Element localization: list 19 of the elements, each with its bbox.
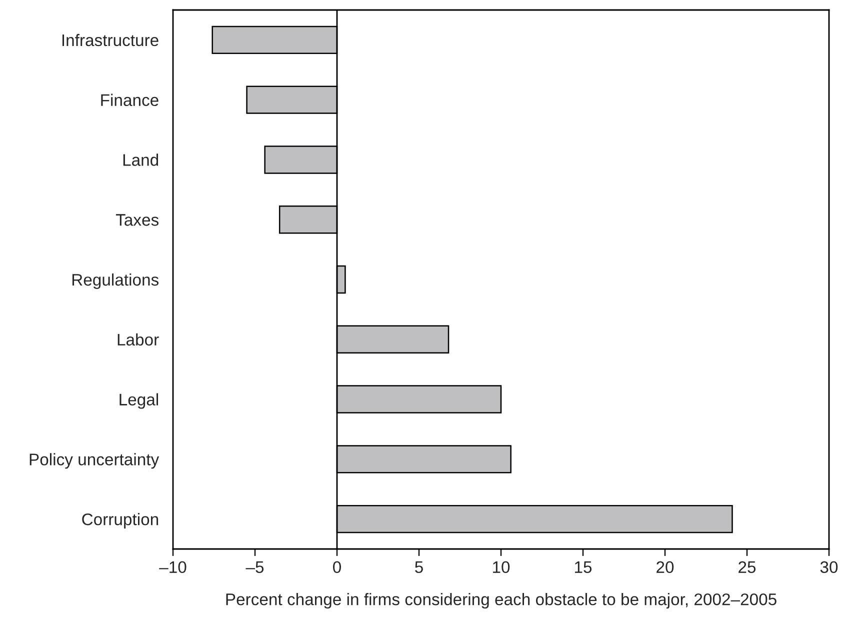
x-tick-label: 0 (333, 561, 341, 574)
y-tick-label: Regulations (72, 273, 159, 289)
x-tick-label: 10 (493, 561, 510, 574)
x-tick-label: 5 (415, 561, 423, 574)
y-tick-label: Policy uncertainty (30, 453, 160, 469)
x-tick-label: 15 (575, 561, 592, 574)
x-tick-label: 30 (820, 561, 838, 574)
x-axis-title: Percent change in firms considering each obstacle to be major, 2002–2005 (226, 593, 776, 609)
y-tick-label: Labor (118, 333, 159, 346)
x-tick-label: –10 (159, 561, 186, 574)
y-tick-label: Taxes (116, 214, 159, 226)
y-tick-label: Corruption (82, 513, 158, 529)
x-tick-label: 20 (656, 561, 674, 574)
y-tick-label: Infrastructure (62, 34, 158, 46)
x-tick-label: –5 (246, 561, 264, 574)
x-tick-label: 25 (738, 561, 756, 574)
y-tick-label: Legal (120, 393, 158, 409)
y-tick-label: Land (123, 154, 158, 166)
y-tick-label: Finance (101, 94, 158, 106)
